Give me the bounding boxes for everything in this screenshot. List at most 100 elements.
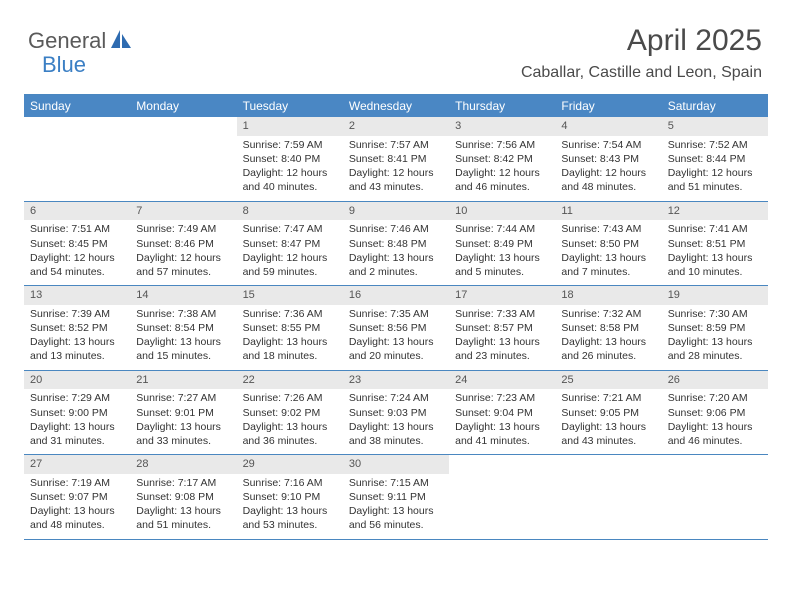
cell-body: Sunrise: 7:27 AMSunset: 9:01 PMDaylight:… xyxy=(130,389,236,454)
calendar-cell: 9Sunrise: 7:46 AMSunset: 8:48 PMDaylight… xyxy=(343,202,449,286)
calendar-cell: 4Sunrise: 7:54 AMSunset: 8:43 PMDaylight… xyxy=(555,117,661,201)
cell-line-sunrise: Sunrise: 7:32 AM xyxy=(561,307,655,321)
cell-line-sunrise: Sunrise: 7:27 AM xyxy=(136,391,230,405)
cell-body: Sunrise: 7:29 AMSunset: 9:00 PMDaylight:… xyxy=(24,389,130,454)
cell-body-empty xyxy=(662,474,768,534)
cell-line-sunset: Sunset: 8:59 PM xyxy=(668,321,762,335)
cell-line-day2: and 51 minutes. xyxy=(668,180,762,194)
cell-line-day1: Daylight: 13 hours xyxy=(136,335,230,349)
calendar-cell: 29Sunrise: 7:16 AMSunset: 9:10 PMDayligh… xyxy=(237,455,343,539)
cell-body: Sunrise: 7:23 AMSunset: 9:04 PMDaylight:… xyxy=(449,389,555,454)
month-title: April 2025 xyxy=(521,24,762,58)
cell-line-sunrise: Sunrise: 7:38 AM xyxy=(136,307,230,321)
day-number: 28 xyxy=(130,455,236,474)
cell-line-sunrise: Sunrise: 7:35 AM xyxy=(349,307,443,321)
calendar-cell xyxy=(449,455,555,539)
cell-line-sunrise: Sunrise: 7:41 AM xyxy=(668,222,762,236)
day-header: Wednesday xyxy=(343,95,449,117)
cell-line-sunrise: Sunrise: 7:16 AM xyxy=(243,476,337,490)
cell-line-sunset: Sunset: 9:01 PM xyxy=(136,406,230,420)
day-number: 20 xyxy=(24,371,130,390)
calendar-cell: 11Sunrise: 7:43 AMSunset: 8:50 PMDayligh… xyxy=(555,202,661,286)
cell-line-sunset: Sunset: 9:07 PM xyxy=(30,490,124,504)
cell-line-day1: Daylight: 13 hours xyxy=(349,335,443,349)
calendar-cell: 28Sunrise: 7:17 AMSunset: 9:08 PMDayligh… xyxy=(130,455,236,539)
calendar: SundayMondayTuesdayWednesdayThursdayFrid… xyxy=(24,94,768,540)
cell-line-sunset: Sunset: 8:56 PM xyxy=(349,321,443,335)
logo-text-general: General xyxy=(28,28,106,54)
cell-line-day2: and 59 minutes. xyxy=(243,265,337,279)
cell-body: Sunrise: 7:49 AMSunset: 8:46 PMDaylight:… xyxy=(130,220,236,285)
cell-line-day1: Daylight: 13 hours xyxy=(349,251,443,265)
cell-body: Sunrise: 7:46 AMSunset: 8:48 PMDaylight:… xyxy=(343,220,449,285)
cell-line-day2: and 28 minutes. xyxy=(668,349,762,363)
cell-line-day1: Daylight: 13 hours xyxy=(349,420,443,434)
day-number: 2 xyxy=(343,117,449,136)
cell-line-sunset: Sunset: 9:08 PM xyxy=(136,490,230,504)
cell-body: Sunrise: 7:19 AMSunset: 9:07 PMDaylight:… xyxy=(24,474,130,539)
cell-line-sunset: Sunset: 9:00 PM xyxy=(30,406,124,420)
day-number xyxy=(130,117,236,136)
cell-line-sunset: Sunset: 9:10 PM xyxy=(243,490,337,504)
cell-body: Sunrise: 7:59 AMSunset: 8:40 PMDaylight:… xyxy=(237,136,343,201)
cell-line-sunrise: Sunrise: 7:36 AM xyxy=(243,307,337,321)
calendar-cell xyxy=(555,455,661,539)
cell-body: Sunrise: 7:24 AMSunset: 9:03 PMDaylight:… xyxy=(343,389,449,454)
cell-line-day1: Daylight: 13 hours xyxy=(561,251,655,265)
calendar-cell: 6Sunrise: 7:51 AMSunset: 8:45 PMDaylight… xyxy=(24,202,130,286)
cell-line-sunrise: Sunrise: 7:20 AM xyxy=(668,391,762,405)
cell-line-day1: Daylight: 13 hours xyxy=(668,335,762,349)
cell-line-sunrise: Sunrise: 7:29 AM xyxy=(30,391,124,405)
cell-line-day1: Daylight: 13 hours xyxy=(30,420,124,434)
cell-line-day1: Daylight: 12 hours xyxy=(455,166,549,180)
cell-body-empty xyxy=(24,136,130,196)
cell-line-sunset: Sunset: 8:57 PM xyxy=(455,321,549,335)
week-row: 1Sunrise: 7:59 AMSunset: 8:40 PMDaylight… xyxy=(24,117,768,202)
cell-line-sunset: Sunset: 8:46 PM xyxy=(136,237,230,251)
day-number: 13 xyxy=(24,286,130,305)
cell-line-sunset: Sunset: 8:54 PM xyxy=(136,321,230,335)
cell-line-day1: Daylight: 13 hours xyxy=(243,335,337,349)
day-number xyxy=(555,455,661,474)
cell-line-day1: Daylight: 12 hours xyxy=(243,251,337,265)
cell-line-sunset: Sunset: 8:51 PM xyxy=(668,237,762,251)
cell-line-day2: and 31 minutes. xyxy=(30,434,124,448)
cell-line-day2: and 36 minutes. xyxy=(243,434,337,448)
calendar-cell: 14Sunrise: 7:38 AMSunset: 8:54 PMDayligh… xyxy=(130,286,236,370)
cell-line-sunrise: Sunrise: 7:51 AM xyxy=(30,222,124,236)
day-number: 7 xyxy=(130,202,236,221)
cell-body: Sunrise: 7:43 AMSunset: 8:50 PMDaylight:… xyxy=(555,220,661,285)
day-number: 19 xyxy=(662,286,768,305)
cell-line-day2: and 51 minutes. xyxy=(136,518,230,532)
cell-line-day2: and 5 minutes. xyxy=(455,265,549,279)
cell-line-sunset: Sunset: 8:58 PM xyxy=(561,321,655,335)
cell-line-day1: Daylight: 12 hours xyxy=(349,166,443,180)
day-number: 21 xyxy=(130,371,236,390)
calendar-cell: 26Sunrise: 7:20 AMSunset: 9:06 PMDayligh… xyxy=(662,371,768,455)
cell-line-day2: and 23 minutes. xyxy=(455,349,549,363)
day-number: 15 xyxy=(237,286,343,305)
cell-line-sunrise: Sunrise: 7:43 AM xyxy=(561,222,655,236)
calendar-cell: 3Sunrise: 7:56 AMSunset: 8:42 PMDaylight… xyxy=(449,117,555,201)
cell-line-day2: and 40 minutes. xyxy=(243,180,337,194)
cell-body: Sunrise: 7:30 AMSunset: 8:59 PMDaylight:… xyxy=(662,305,768,370)
day-number: 9 xyxy=(343,202,449,221)
cell-line-sunrise: Sunrise: 7:23 AM xyxy=(455,391,549,405)
calendar-cell xyxy=(24,117,130,201)
calendar-cell: 21Sunrise: 7:27 AMSunset: 9:01 PMDayligh… xyxy=(130,371,236,455)
day-number: 1 xyxy=(237,117,343,136)
location: Caballar, Castille and Leon, Spain xyxy=(521,64,762,82)
cell-body: Sunrise: 7:20 AMSunset: 9:06 PMDaylight:… xyxy=(662,389,768,454)
week-row: 6Sunrise: 7:51 AMSunset: 8:45 PMDaylight… xyxy=(24,202,768,287)
cell-line-sunrise: Sunrise: 7:30 AM xyxy=(668,307,762,321)
cell-line-day2: and 38 minutes. xyxy=(349,434,443,448)
cell-body: Sunrise: 7:57 AMSunset: 8:41 PMDaylight:… xyxy=(343,136,449,201)
cell-line-sunset: Sunset: 9:02 PM xyxy=(243,406,337,420)
cell-body: Sunrise: 7:35 AMSunset: 8:56 PMDaylight:… xyxy=(343,305,449,370)
day-number: 12 xyxy=(662,202,768,221)
cell-line-day1: Daylight: 12 hours xyxy=(136,251,230,265)
cell-line-day2: and 57 minutes. xyxy=(136,265,230,279)
cell-line-sunset: Sunset: 8:55 PM xyxy=(243,321,337,335)
day-number: 25 xyxy=(555,371,661,390)
logo-sail-icon xyxy=(110,29,132,54)
